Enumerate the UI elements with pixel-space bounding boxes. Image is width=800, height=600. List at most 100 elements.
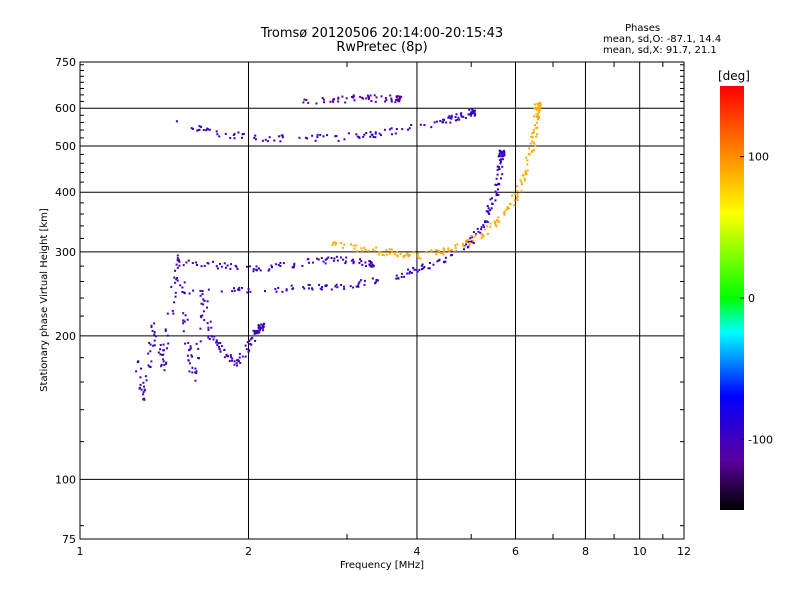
echo-point: [497, 166, 500, 169]
echo-point: [395, 277, 398, 280]
echo-point: [516, 189, 519, 192]
echo-point: [322, 98, 325, 101]
echo-point: [350, 259, 353, 262]
echo-point: [489, 222, 492, 225]
echo-point: [503, 151, 506, 154]
echo-point: [378, 132, 381, 135]
echo-point: [230, 263, 232, 266]
echo-point: [279, 265, 282, 267]
echo-point: [143, 398, 146, 401]
echo-point: [173, 301, 176, 304]
echo-point: [307, 287, 310, 290]
echo-point: [375, 246, 378, 249]
echo-point: [250, 343, 253, 346]
echo-point: [302, 286, 305, 289]
echo-point: [445, 121, 448, 124]
echo-point: [472, 239, 475, 242]
echo-point: [303, 98, 306, 101]
echo-point: [384, 97, 387, 99]
echo-point: [385, 249, 388, 251]
echo-point: [391, 133, 393, 136]
echo-point: [326, 134, 329, 137]
echo-point: [417, 252, 420, 255]
colorbar-ticks: 100 0 -100: [740, 151, 773, 446]
echo-point: [195, 342, 198, 345]
echo-point: [263, 323, 266, 325]
echo-point: [270, 264, 273, 267]
echo-point: [274, 288, 277, 291]
echo-point: [144, 375, 147, 378]
echo-point: [241, 133, 244, 136]
echo-point: [538, 107, 541, 109]
echo-point: [372, 248, 375, 251]
echo-point: [207, 328, 210, 331]
echo-point: [183, 292, 186, 295]
y-tick-label: 750: [55, 56, 76, 69]
echo-point: [142, 393, 145, 396]
echo-point: [489, 225, 492, 228]
echo-point: [183, 281, 186, 284]
echo-point: [347, 132, 350, 135]
echo-point: [212, 338, 215, 341]
y-axis-label: Stationary phase Virtual Height [km]: [39, 208, 50, 392]
echo-point: [491, 202, 494, 205]
echo-point: [210, 326, 213, 329]
echo-point: [413, 268, 416, 271]
echo-point: [536, 126, 539, 129]
echo-point: [395, 274, 398, 277]
echo-point: [366, 94, 369, 97]
echo-point: [183, 320, 186, 323]
echo-point: [480, 228, 483, 231]
echo-point: [259, 269, 262, 272]
echo-point: [195, 372, 198, 375]
echo-point: [363, 133, 366, 136]
echo-point: [494, 199, 497, 202]
echo-point: [361, 249, 364, 252]
echo-point: [275, 290, 278, 293]
colorbar-label: [deg]: [718, 69, 750, 83]
echo-point: [220, 345, 223, 347]
echo-point: [329, 100, 332, 103]
echo-point: [182, 312, 185, 315]
echo-point: [460, 115, 463, 118]
echo-point: [171, 309, 174, 312]
echo-point: [253, 332, 256, 335]
echo-point: [467, 245, 470, 248]
echo-point: [199, 289, 202, 292]
echo-point: [342, 258, 345, 261]
echo-point: [226, 264, 229, 267]
echo-point: [219, 350, 222, 353]
echo-point: [388, 248, 391, 251]
echo-point: [186, 354, 189, 357]
echo-point: [423, 266, 426, 268]
echo-point: [524, 173, 527, 176]
echo-point: [368, 97, 371, 99]
echo-point: [181, 291, 184, 293]
echo-point: [308, 283, 311, 286]
echo-point: [336, 259, 339, 262]
echo-point: [412, 251, 415, 254]
echo-point: [330, 288, 333, 291]
echo-point: [343, 243, 346, 246]
x-tick-label: 2: [245, 545, 252, 558]
echo-point: [390, 98, 393, 101]
echo-point: [352, 258, 355, 261]
echo-point: [333, 98, 335, 101]
echo-point: [475, 234, 478, 237]
echo-point: [244, 355, 247, 358]
echo-point: [497, 216, 500, 219]
echo-point: [514, 193, 517, 196]
echo-point: [220, 265, 223, 268]
echo-point: [470, 240, 473, 243]
echo-point: [148, 365, 151, 368]
echo-point: [268, 136, 271, 139]
echo-point: [264, 290, 266, 293]
echo-point: [390, 97, 393, 100]
echo-point: [439, 252, 442, 255]
echo-point: [233, 360, 236, 363]
echo-point: [473, 235, 476, 238]
echo-point: [372, 136, 375, 138]
echo-point: [353, 247, 356, 250]
echo-point: [369, 135, 372, 138]
echo-point: [374, 136, 377, 139]
